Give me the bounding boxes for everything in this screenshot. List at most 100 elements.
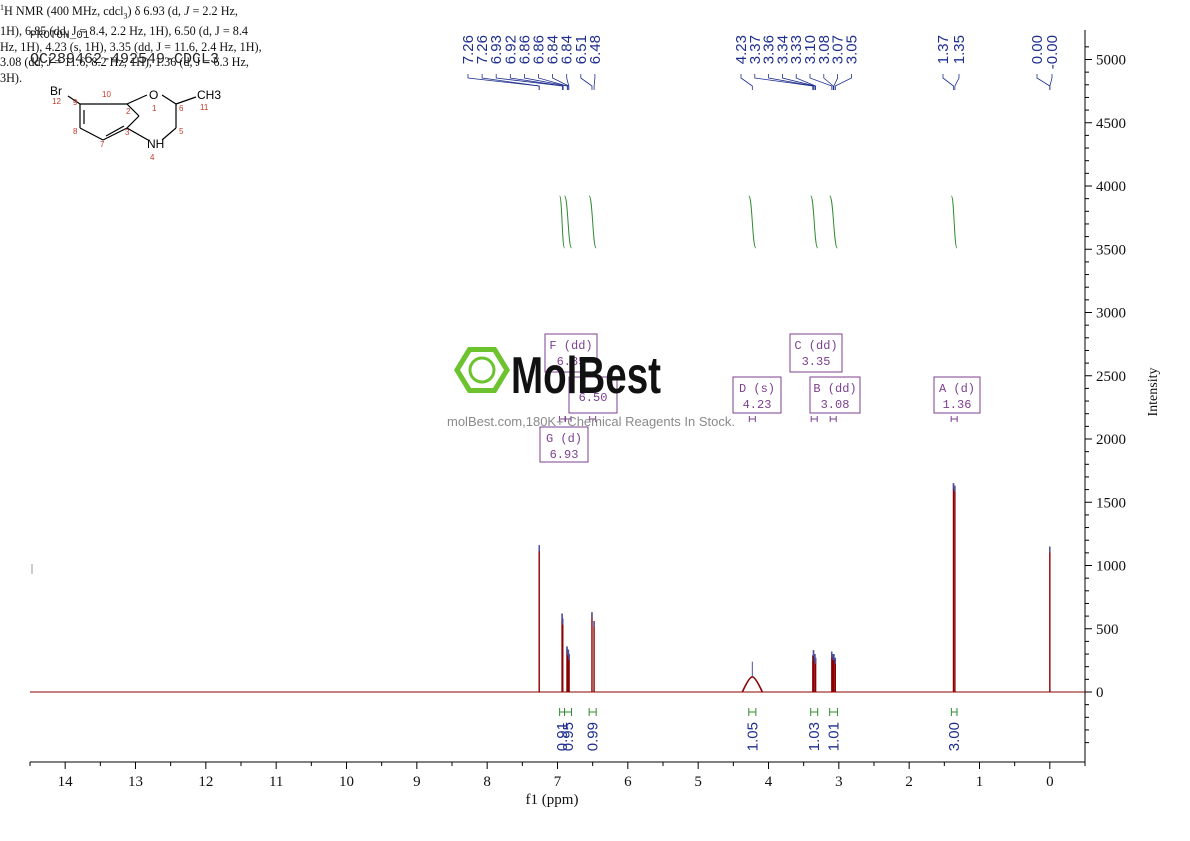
integral-curve [829, 195, 838, 249]
multiplet-range-mark [810, 416, 818, 422]
y-axis-label: Intensity [1146, 368, 1161, 417]
multiplet-box [789, 333, 843, 373]
x-tick-label: 1 [976, 774, 984, 790]
peak-leader [481, 74, 540, 90]
peak-leader [1049, 74, 1053, 90]
peak-label: 1.35 [951, 35, 968, 64]
x-tick-label: 11 [269, 774, 283, 790]
nmr-description: 1H NMR (400 MHz, cdcl3) δ 6.93 (d, J = 2… [0, 0, 262, 86]
peak-leader [566, 74, 570, 90]
peak-leader [593, 74, 596, 90]
y-tick-label: 2500 [1096, 369, 1126, 385]
multiplet-range-mark [829, 416, 837, 422]
multiplet-type: B (dd) [813, 382, 856, 396]
x-tick-label: 6 [624, 774, 632, 790]
peak-label: 6.92 [502, 35, 519, 64]
y-tick-label: 4000 [1096, 179, 1126, 195]
integral-curve [588, 195, 597, 249]
peak-leader [833, 74, 838, 90]
integral-value: 0.95 [560, 722, 577, 751]
x-tick-label: 3 [835, 774, 843, 790]
integral-value: 1.01 [826, 722, 843, 751]
multiplet-type: A (d) [939, 382, 975, 396]
peak-label: 3.36 [761, 35, 778, 64]
x-tick-label: 8 [483, 774, 491, 790]
y-tick-label: 2000 [1096, 432, 1126, 448]
axes: 14 13 12 11 10 9 8 7 6 5 4 3 2 1 005001000150020002500… [29, 30, 1126, 790]
multiplet-range-mark [558, 416, 566, 422]
peak-label: 6.51 [573, 35, 590, 64]
multiplet-value: 4.23 [743, 398, 772, 412]
peak-label: 3.37 [747, 35, 764, 64]
peak-label: 6.84 [559, 35, 576, 64]
integral-value: 1.03 [806, 722, 823, 751]
multiplet-range-mark [748, 416, 756, 422]
molecule-structure [67, 94, 197, 141]
multiplet-type: C (dd) [794, 339, 837, 353]
peak-label: 3.34 [774, 35, 791, 64]
peak-leader [538, 74, 568, 90]
integral-value: 0.99 [585, 722, 602, 751]
y-tick-label: 0 [1096, 685, 1104, 701]
peak-label: 7.26 [460, 35, 477, 64]
peak-leader [580, 74, 593, 90]
peak-label: -0.00 [1044, 35, 1061, 69]
experiment-name: PROTON_01 [30, 30, 90, 42]
multiplet-box [568, 376, 618, 414]
y-tick-label: 3000 [1096, 306, 1126, 322]
multiplet-box [539, 426, 589, 463]
x-tick-label: 2 [905, 774, 913, 790]
atom-number: 8 [73, 127, 78, 136]
peak-label: 6.86 [516, 35, 533, 64]
atom-number: 4 [150, 153, 155, 162]
multiplet-type: G (d) [546, 432, 582, 446]
peak-leader [823, 74, 834, 90]
x-tick-label: 10 [339, 774, 354, 790]
logo-brand-text: MolBest [511, 347, 661, 405]
x-tick-label: 5 [694, 774, 702, 790]
multiplet-value: 6.93 [550, 448, 579, 462]
peak-leader [495, 74, 563, 90]
atom-number: 2 [126, 107, 131, 116]
integral-curve [559, 195, 566, 249]
peak-label: 1.37 [935, 35, 952, 64]
peak-leader [768, 74, 814, 90]
atom-number: 7 [100, 140, 105, 149]
peak-label: 7.26 [474, 35, 491, 64]
nmr-rest: = 2.2 Hz, 1H), 6.85 (dd, J = 8.4, 2.2 Hz… [0, 4, 262, 85]
peak-leader [942, 74, 954, 90]
peak-label: 6.84 [545, 35, 562, 64]
atom-number: 11 [200, 103, 209, 112]
multiplet-box [544, 333, 598, 373]
y-tick-label: 1500 [1096, 495, 1126, 511]
multiplet-boxes: F (dd) 6.85 6.50 G (d) 6.93 C (dd) 3.35 D (s) 4.… [539, 333, 981, 463]
multiplet-box [933, 376, 981, 414]
x-tick-label: 0 [1046, 774, 1054, 790]
x-tick-label: 7 [554, 774, 562, 790]
watermark-text: molBest.com,180K+ Chemical Reagents In S… [447, 414, 735, 429]
atom-number: 6 [179, 104, 184, 113]
peak-label: 3.07 [830, 35, 847, 64]
peak-label: 6.86 [531, 35, 548, 64]
spectrum [30, 483, 1085, 693]
integral-value: 1.05 [744, 722, 761, 751]
integral-value: 0.91 [554, 722, 571, 751]
y-tick-label: 3500 [1096, 242, 1126, 258]
integral-curve [748, 195, 757, 249]
peak-leader [954, 74, 960, 90]
y-tick-label: 500 [1096, 622, 1119, 638]
atom-number: 10 [102, 90, 111, 99]
multiplet-value: 6.85 [557, 355, 586, 369]
peak-leader [834, 74, 852, 90]
atom-number: 3 [125, 128, 130, 137]
atom-o: O [149, 88, 158, 102]
atom-number: 5 [179, 127, 184, 136]
peak-label: 0.00 [1029, 35, 1046, 64]
multiplet-range-mark [589, 416, 597, 422]
peak-label: 4.23 [733, 35, 750, 64]
sample-id: QC289462-492549-CDCL3 [30, 51, 220, 68]
integral-curve [950, 195, 958, 249]
peak-label: 3.08 [816, 35, 833, 64]
peak-leader [740, 74, 753, 90]
